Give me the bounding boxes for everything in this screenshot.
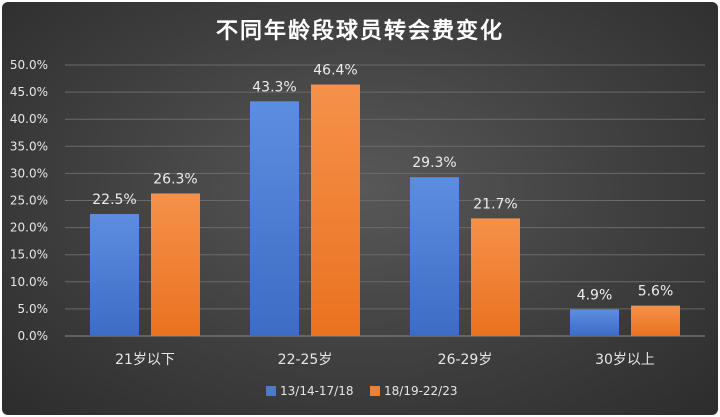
- data-label: 43.3%: [252, 79, 296, 95]
- x-axis-categories: 21岁以下 22-25岁 26-29岁 30岁以上: [115, 352, 655, 368]
- y-tick-label: 15.0%: [10, 248, 48, 262]
- data-label: 29.3%: [412, 155, 456, 171]
- data-label: 5.6%: [638, 284, 674, 300]
- bar-series1: [90, 214, 139, 336]
- bar-series2: [631, 305, 680, 336]
- bar-series1: [250, 101, 299, 337]
- bar-series2: [151, 193, 200, 336]
- y-tick-label: 30.0%: [10, 166, 48, 180]
- y-axis-ticks: 0.0% 5.0% 10.0% 15.0% 20.0% 25.0% 30.0% 35.0% 40…: [10, 58, 48, 343]
- y-tick-label: 10.0%: [10, 275, 48, 289]
- y-tick-label: 35.0%: [10, 139, 48, 153]
- bar-series2: [311, 84, 360, 337]
- bar-series1: [410, 177, 459, 336]
- bar-series2: [471, 218, 520, 336]
- x-category-label: 30岁以上: [595, 352, 655, 368]
- data-label: 22.5%: [92, 192, 136, 208]
- y-tick-label: 20.0%: [10, 221, 48, 235]
- data-label: 4.9%: [577, 287, 613, 303]
- data-labels: 22.5% 26.3% 43.3% 46.4% 29.3% 21.7% 4.9% 5.6%: [92, 63, 673, 304]
- y-tick-label: 50.0%: [10, 58, 48, 72]
- y-tick-label: 40.0%: [10, 112, 48, 126]
- legend-swatch: [266, 386, 276, 396]
- legend-swatch: [370, 386, 380, 396]
- legend: 13/14-17/18 18/19-22/23: [266, 384, 458, 398]
- legend-label: 13/14-17/18: [280, 384, 354, 398]
- data-label: 21.7%: [473, 196, 517, 212]
- bar-series1: [570, 309, 619, 336]
- data-label: 26.3%: [153, 171, 197, 187]
- y-tick-label: 5.0%: [18, 302, 49, 316]
- data-label: 46.4%: [313, 63, 357, 79]
- x-category-label: 26-29岁: [438, 352, 493, 368]
- y-tick-label: 45.0%: [10, 85, 48, 99]
- bars: [90, 84, 680, 337]
- x-category-label: 21岁以下: [115, 352, 175, 368]
- y-tick-label: 0.0%: [18, 329, 49, 343]
- x-category-label: 22-25岁: [278, 352, 333, 368]
- legend-label: 18/19-22/23: [384, 384, 458, 398]
- chart-title: 不同年龄段球员转会费变化: [216, 18, 504, 44]
- y-tick-label: 25.0%: [10, 194, 48, 208]
